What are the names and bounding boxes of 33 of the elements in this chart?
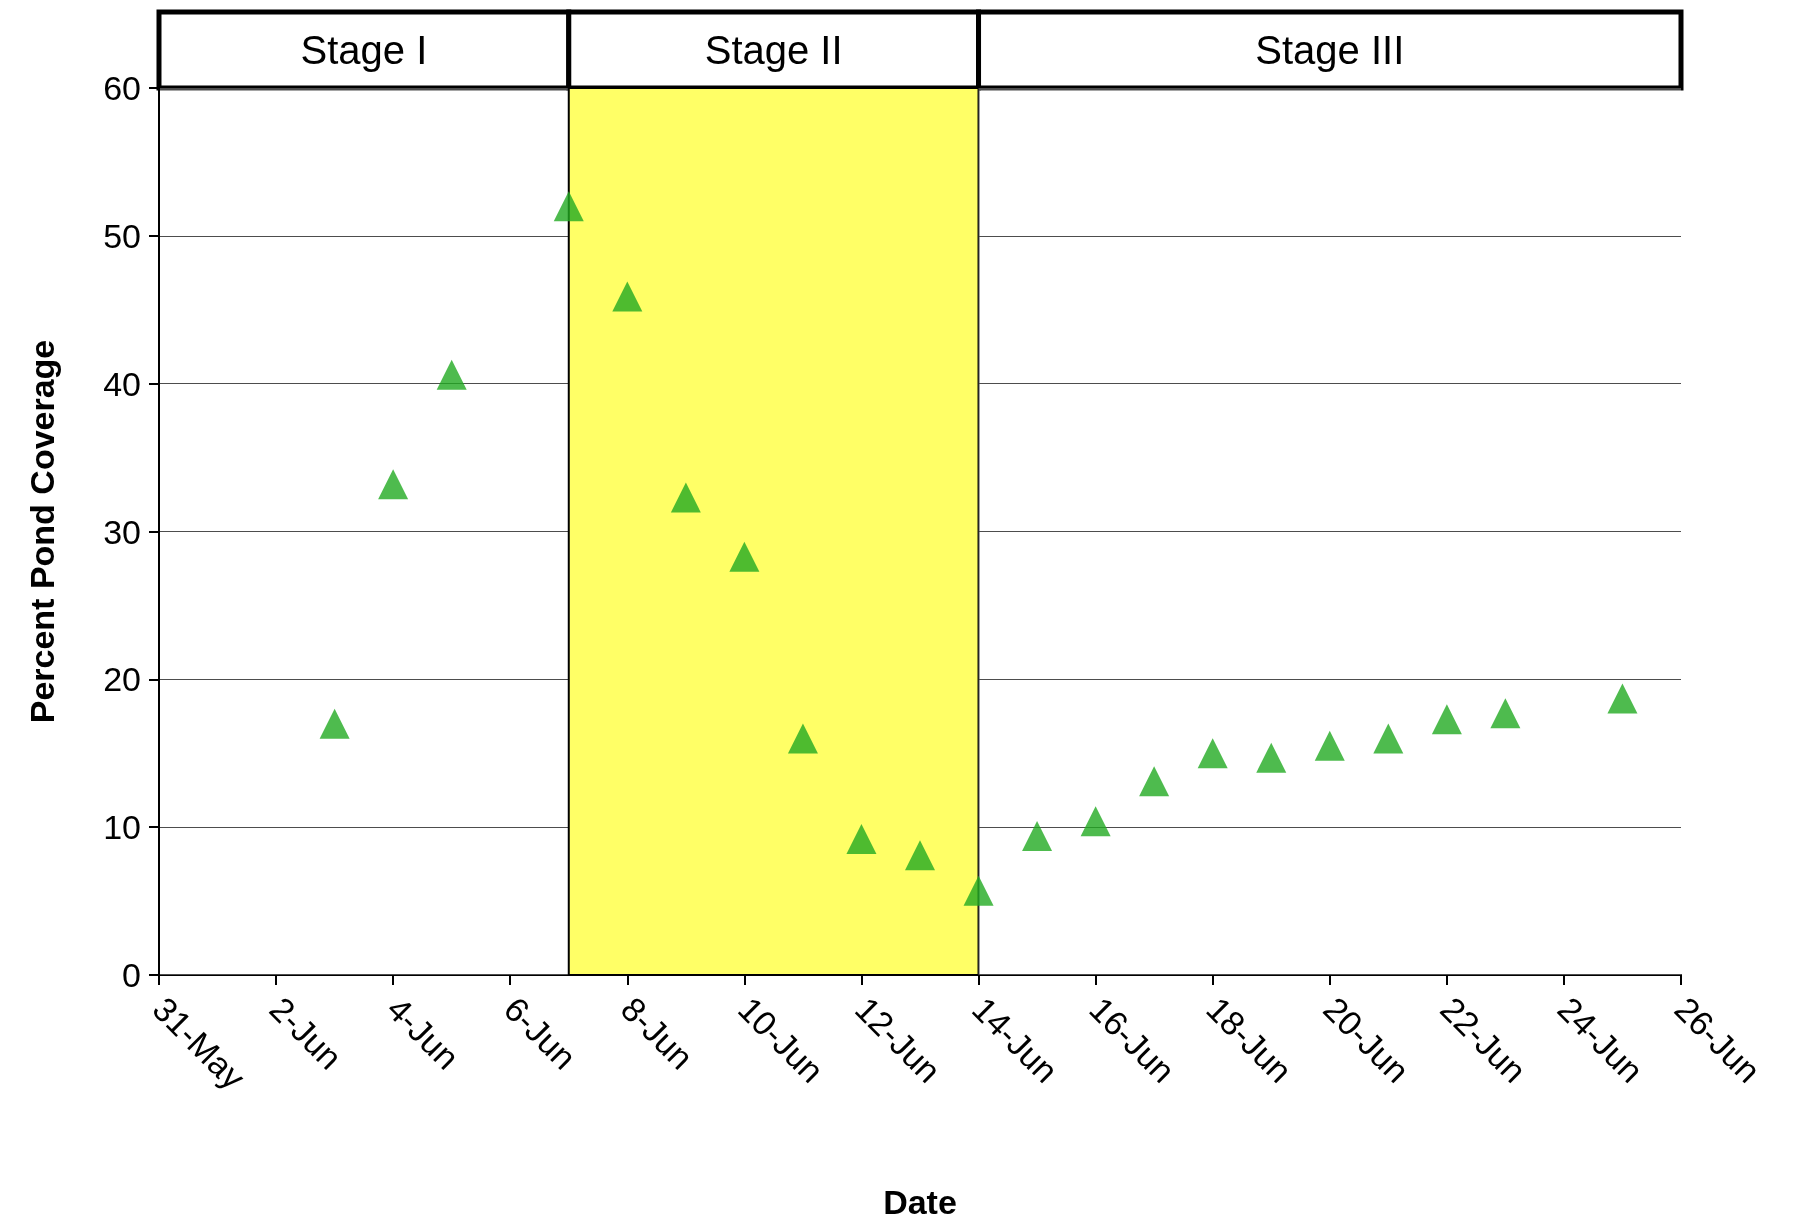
point — [436, 359, 467, 390]
point — [1080, 806, 1111, 837]
y-tick-label: 50 — [103, 216, 141, 255]
point — [1607, 683, 1638, 714]
y-tick-label: 30 — [103, 512, 141, 551]
point — [1256, 742, 1287, 773]
point — [1022, 821, 1053, 852]
point — [963, 875, 994, 906]
point — [670, 482, 701, 513]
band-label: Stage I — [300, 28, 428, 72]
point — [1139, 766, 1170, 797]
point — [905, 840, 935, 871]
point — [1431, 704, 1462, 735]
point — [612, 281, 643, 312]
point — [1314, 730, 1345, 761]
y-axis-title: Percent Pond Coverage — [23, 339, 61, 724]
y-tick-label: 60 — [103, 69, 141, 107]
point — [553, 191, 584, 222]
point — [787, 723, 818, 754]
point — [846, 823, 877, 854]
band-label: Stage II — [704, 28, 843, 72]
y-tick-label: 10 — [103, 808, 141, 847]
band-label: Stage III — [1255, 28, 1405, 72]
point — [1197, 738, 1228, 769]
y-tick-label: 40 — [103, 364, 141, 403]
x-axis-title: Date — [883, 1183, 957, 1221]
point — [319, 708, 350, 739]
point — [1373, 723, 1404, 754]
point — [378, 469, 409, 500]
y-tick-label: 0 — [122, 956, 141, 994]
y-tick-label: 20 — [103, 660, 141, 699]
point — [1490, 698, 1521, 729]
point — [729, 541, 760, 572]
